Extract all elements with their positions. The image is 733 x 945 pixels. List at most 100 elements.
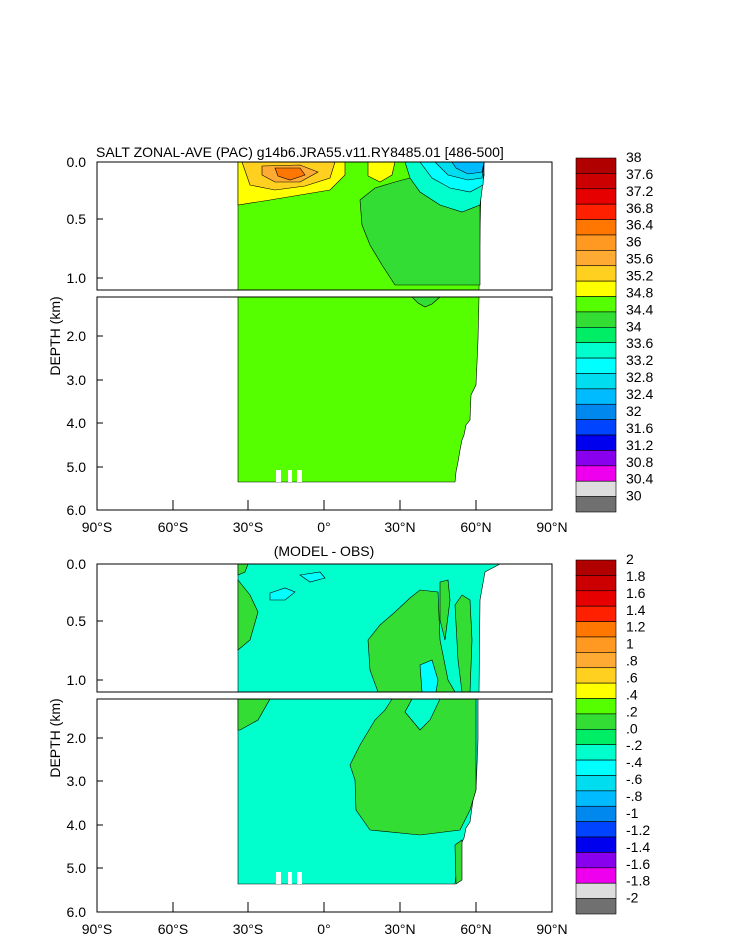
ylabel-bottom: DEPTH (km)	[47, 698, 63, 777]
xtick-bot-1: 60°S	[158, 921, 189, 937]
diff-neg-0.2-a	[269, 587, 296, 601]
colorbar-label: -1.6	[626, 856, 650, 872]
x-axis-top: 90°S 60°S 30°S 0° 30°N 60°N 90°N	[82, 500, 568, 535]
colorbar-label: -1	[626, 805, 639, 821]
colorbar-swatch	[575, 280, 617, 297]
colorbar-swatch	[575, 728, 617, 745]
ytick-top-0: 0.0	[67, 154, 87, 170]
colorbar-label: 32.8	[626, 369, 653, 385]
colorbar-swatch	[575, 465, 617, 482]
colorbar-bottom: 21.81.61.41.21.8.6.4.2.0-.2-.4-.6-.8-1-1…	[575, 551, 650, 915]
ytick-top-7: 6.0	[67, 502, 87, 518]
xtick-top-6: 90°N	[536, 519, 567, 535]
colorbar-label: -1.8	[626, 873, 650, 889]
ytick-bot-7: 6.0	[67, 904, 87, 920]
contour-36.4	[274, 167, 306, 181]
diff-0.0-0.2-lower-b	[349, 698, 477, 836]
colorbar-label: -1.2	[626, 822, 650, 838]
xtick-bot-3: 0°	[317, 921, 330, 937]
colorbar-swatch	[575, 388, 617, 405]
xtick-top-5: 60°N	[460, 519, 491, 535]
colorbar-swatch	[575, 265, 617, 282]
panel-top: SALT ZONAL-AVE (PAC) g14b6.JRA55.v11.RY8…	[47, 144, 653, 535]
colorbar-swatch	[575, 250, 617, 267]
xtick-top-3: 0°	[317, 519, 330, 535]
colorbar-swatch	[575, 590, 617, 607]
ytick-top-3: 2.0	[67, 328, 87, 344]
x-axis-bottom: 90°S 60°S 30°S 0° 30°N 60°N 90°N	[82, 902, 568, 937]
colorbar-label: .4	[626, 686, 638, 702]
plot-top-lower	[96, 296, 553, 511]
colorbar-swatch	[575, 480, 617, 497]
ytick-top-2: 1.0	[67, 270, 87, 286]
colorbar-swatch	[575, 157, 617, 174]
diff-0.0-0.2-d	[439, 579, 451, 641]
colorbar-top: 3837.637.236.836.43635.635.234.834.43433…	[575, 149, 653, 513]
colorbar-label: 30	[626, 488, 642, 504]
colorbar-label: -.8	[626, 788, 643, 804]
colorbar-label: 30.8	[626, 454, 653, 470]
ytick-top-5: 4.0	[67, 415, 87, 431]
panel-bottom: (MODEL - OBS)	[47, 543, 650, 937]
colorbar-label: 37.2	[626, 183, 653, 199]
colorbar-swatch	[575, 713, 617, 730]
colorbar-swatch	[575, 882, 617, 899]
colorbar-swatch	[575, 357, 617, 374]
plot-bottom-upper	[96, 563, 553, 693]
colorbar-label: -.6	[626, 771, 643, 787]
ytick-bot-6: 5.0	[67, 860, 87, 876]
colorbar-swatch	[575, 605, 617, 622]
colorbar-swatch	[575, 898, 617, 915]
colorbar-swatch	[575, 203, 617, 220]
colorbar-swatch	[575, 419, 617, 436]
colorbar-swatch	[575, 559, 617, 576]
colorbar-label: 32.4	[626, 386, 653, 402]
colorbar-label: 33.2	[626, 352, 653, 368]
ytick-bot-2: 1.0	[67, 672, 87, 688]
colorbar-swatch	[575, 342, 617, 359]
ytick-bot-3: 2.0	[67, 730, 87, 746]
colorbar-label: 36.8	[626, 200, 653, 216]
xtick-bot-2: 30°S	[233, 921, 264, 937]
diff-neg-0.2-c	[419, 659, 439, 693]
ytick-top-1: 0.5	[67, 211, 87, 227]
diff-0.0-0.2-lower-c	[454, 839, 463, 885]
colorbar-swatch	[575, 311, 617, 328]
diff-neg-0.2-b	[299, 571, 326, 583]
colorbar-swatch	[575, 188, 617, 205]
colorbar-label: 36.4	[626, 217, 653, 233]
colorbar-label: 1	[626, 636, 634, 652]
colorbar-swatch	[575, 326, 617, 343]
ocean-fill-top-lower	[237, 296, 480, 483]
ytick-top-4: 3.0	[67, 372, 87, 388]
colorbar-swatch	[575, 682, 617, 699]
xtick-bot-0: 90°S	[82, 921, 113, 937]
colorbar-swatch	[575, 852, 617, 869]
ytick-top-6: 5.0	[67, 459, 87, 475]
colorbar-label: 38	[626, 149, 642, 165]
colorbar-label: 30.4	[626, 471, 653, 487]
colorbar-label: 35.6	[626, 251, 653, 267]
colorbar-label: .8	[626, 653, 638, 669]
colorbar-swatch	[575, 373, 617, 390]
diff-0.0-0.2-c	[454, 594, 473, 693]
colorbar-swatch	[575, 219, 617, 236]
colorbar-swatch	[575, 575, 617, 592]
colorbar-label: 31.6	[626, 420, 653, 436]
colorbar-label: 36	[626, 234, 642, 250]
plot-top-upper	[96, 161, 553, 291]
colorbar-label: 34	[626, 318, 642, 334]
colorbar-swatch	[575, 867, 617, 884]
colorbar-label: .2	[626, 703, 638, 719]
ylabel-top: DEPTH (km)	[47, 296, 63, 375]
colorbar-swatch	[575, 790, 617, 807]
xtick-bot-5: 60°N	[460, 921, 491, 937]
xtick-top-0: 90°S	[82, 519, 113, 535]
xtick-top-1: 60°S	[158, 519, 189, 535]
colorbar-swatch	[575, 759, 617, 776]
ytick-bot-5: 4.0	[67, 817, 87, 833]
ytick-bot-1: 0.5	[67, 613, 87, 629]
xtick-top-2: 30°S	[233, 519, 264, 535]
colorbar-label: 2	[626, 551, 634, 567]
colorbar-swatch	[575, 775, 617, 792]
